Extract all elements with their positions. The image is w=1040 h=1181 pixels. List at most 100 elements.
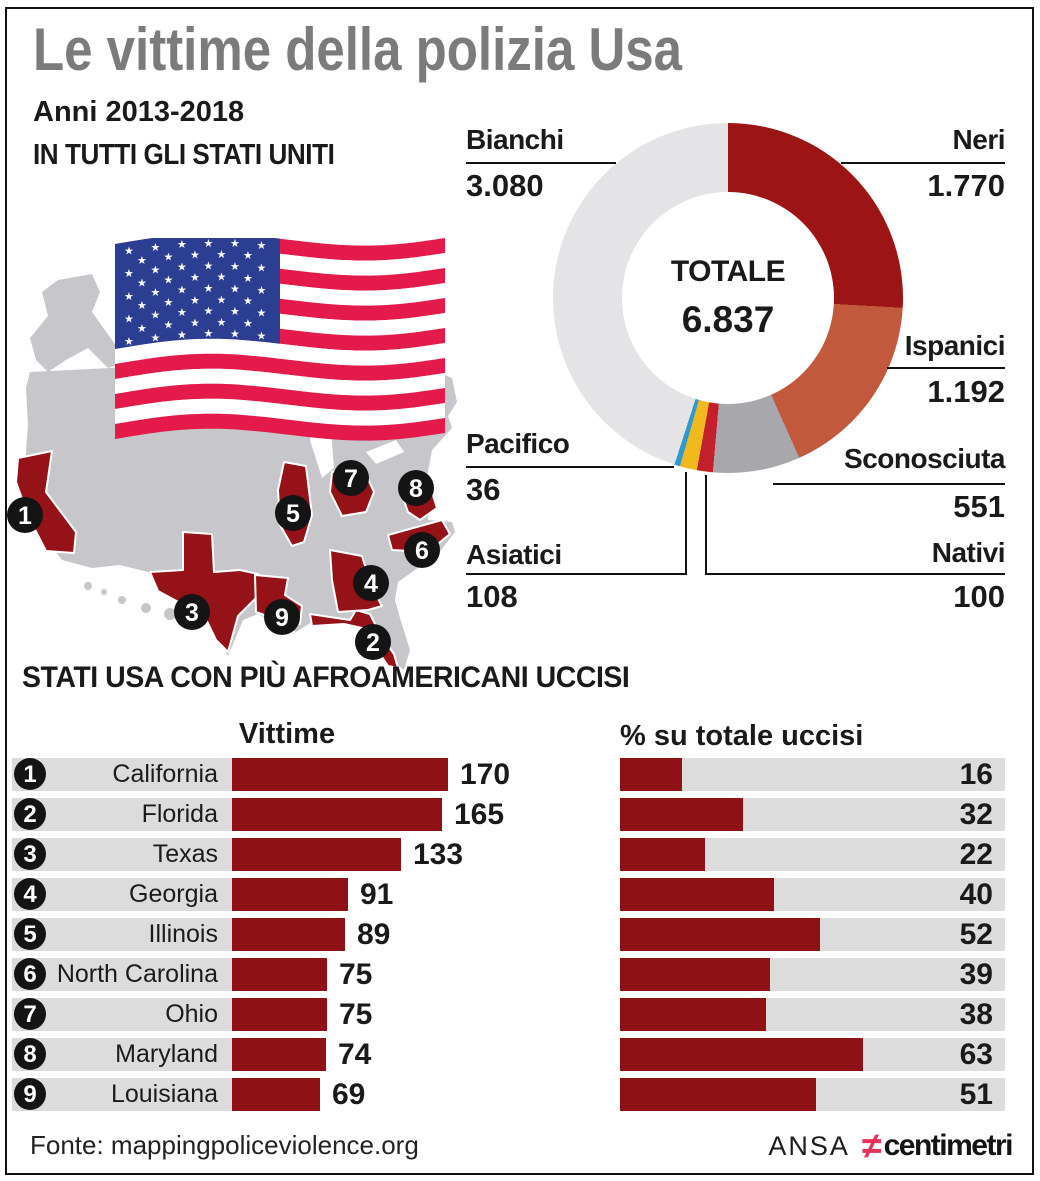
callout-value-ispanici: 1.192	[927, 374, 1005, 409]
map-badge-maryland: 8	[398, 470, 434, 506]
state-label-band	[12, 1078, 232, 1111]
flag-star-icon: ★	[217, 272, 227, 284]
flag-star-icon: ★	[151, 287, 161, 299]
callout-value-asiatici: 108	[466, 579, 518, 614]
callout-value-nativi: 100	[953, 579, 1005, 614]
flag-star-icon: ★	[217, 249, 227, 261]
victims-bar	[232, 758, 448, 791]
rank-badge: 4	[14, 878, 46, 910]
svg-text:4: 4	[364, 570, 378, 598]
subtitle-years: Anni 2013-2018	[33, 96, 245, 128]
victims-bar	[232, 998, 327, 1031]
state-name: Florida	[141, 800, 218, 828]
flag-star-icon: ★	[243, 295, 253, 307]
percent-bar	[620, 958, 770, 991]
flag-star-icon: ★	[243, 250, 253, 262]
map-state-california	[15, 450, 77, 554]
flag-star-icon: ★	[177, 239, 187, 251]
percent-value: 39	[959, 958, 993, 991]
callout-line-ispanici	[887, 367, 1005, 369]
percent-value: 52	[959, 918, 993, 951]
callout-line-asiatici	[466, 573, 687, 575]
state-name: Georgia	[129, 880, 218, 908]
state-name: Illinois	[148, 920, 218, 948]
flag-star-icon: ★	[137, 300, 147, 312]
state-label-band	[12, 838, 232, 871]
donut-center: TOTALE 6.837	[622, 192, 834, 404]
state-name: Texas	[152, 840, 218, 868]
map-badge-illinois: 5	[275, 495, 311, 531]
flag-star-icon: ★	[243, 318, 253, 330]
flag-star-icon: ★	[190, 317, 200, 329]
percent-value: 38	[959, 998, 993, 1031]
callout-label-nativi: Nativi	[931, 537, 1006, 568]
flag-star-icon: ★	[164, 297, 174, 309]
section-title: STATI USA CON PIÙ AFROAMERICANI UCCISI	[22, 661, 630, 694]
percent-value: 16	[959, 758, 993, 791]
victims-value: 74	[338, 1038, 372, 1071]
victims-bar	[232, 1038, 326, 1071]
rank-badge: 2	[14, 798, 46, 830]
percent-bar	[620, 1078, 816, 1111]
percent-chart-title: % su totale uccisi	[620, 720, 864, 752]
rank-badge: 1	[14, 758, 46, 790]
flag-stripe-red	[115, 383, 445, 411]
victims-bar	[232, 958, 327, 991]
state-label-band	[12, 998, 232, 1031]
callout-value-sconosciuta: 551	[953, 489, 1005, 524]
callout-label-pacifico: Pacifico	[466, 428, 570, 459]
flag-star-icon: ★	[124, 336, 134, 348]
percent-bar	[620, 998, 766, 1031]
state-name: Louisiana	[110, 1080, 218, 1108]
flag-star-icon: ★	[243, 273, 253, 285]
flag-star-icon: ★	[230, 329, 240, 341]
percent-value: 22	[959, 838, 993, 871]
flag-star-icon: ★	[124, 246, 134, 258]
flag-stripe-white	[115, 368, 445, 396]
svg-text:2: 2	[366, 629, 380, 657]
flag-star-icon: ★	[257, 330, 267, 342]
victims-value: 75	[339, 998, 373, 1031]
rank-badge: 3	[14, 838, 46, 870]
svg-text:8: 8	[409, 475, 423, 503]
state-name: Ohio	[165, 1000, 218, 1028]
map-badge-louisiana: 9	[264, 599, 300, 635]
subtitle-scope: IN TUTTI GLI STATI UNITI	[33, 139, 335, 171]
flag-star-icon: ★	[124, 291, 134, 303]
victims-value: 165	[454, 798, 505, 831]
publisher-logo: ANSA ≠ centimetri	[768, 1125, 1013, 1166]
callout-line-nativi	[706, 573, 1005, 575]
flag-star-icon: ★	[137, 323, 147, 335]
flag-star-icon: ★	[204, 328, 214, 340]
callout-line-bianchi	[466, 162, 616, 164]
callout-value-pacifico: 36	[466, 472, 501, 507]
flag-star-icon: ★	[230, 283, 240, 295]
state-label-band	[12, 1038, 232, 1071]
victims-value: 133	[413, 838, 464, 871]
rank-badge: 7	[14, 998, 46, 1030]
rank-badge: 5	[14, 918, 46, 950]
victims-value: 89	[357, 918, 391, 951]
flag-star-icon: ★	[204, 306, 214, 318]
flag-star-icon: ★	[164, 320, 174, 332]
svg-text:9: 9	[275, 604, 289, 632]
percent-bar	[620, 798, 743, 831]
svg-text:1: 1	[18, 502, 32, 530]
flag-star-icon: ★	[151, 242, 161, 254]
flag-star-icon: ★	[257, 285, 267, 297]
map-badge-north-carolina: 6	[404, 532, 440, 568]
svg-text:5: 5	[286, 500, 300, 528]
percent-bar	[620, 878, 774, 911]
centimetri-logo-icon: ≠	[861, 1125, 882, 1166]
flag-stripe-white	[115, 338, 445, 366]
percent-value: 51	[959, 1078, 993, 1111]
svg-text:3: 3	[185, 599, 199, 627]
flag-star-icon: ★	[257, 240, 267, 252]
flag-star-icon: ★	[204, 238, 214, 250]
state-label-band	[12, 878, 232, 911]
flag-star-icon: ★	[190, 295, 200, 307]
flag-star-icon: ★	[257, 263, 267, 275]
callout-label-asiatici: Asiatici	[466, 539, 562, 570]
source-note: Fonte: mappingpoliceviolence.org	[30, 1130, 419, 1160]
